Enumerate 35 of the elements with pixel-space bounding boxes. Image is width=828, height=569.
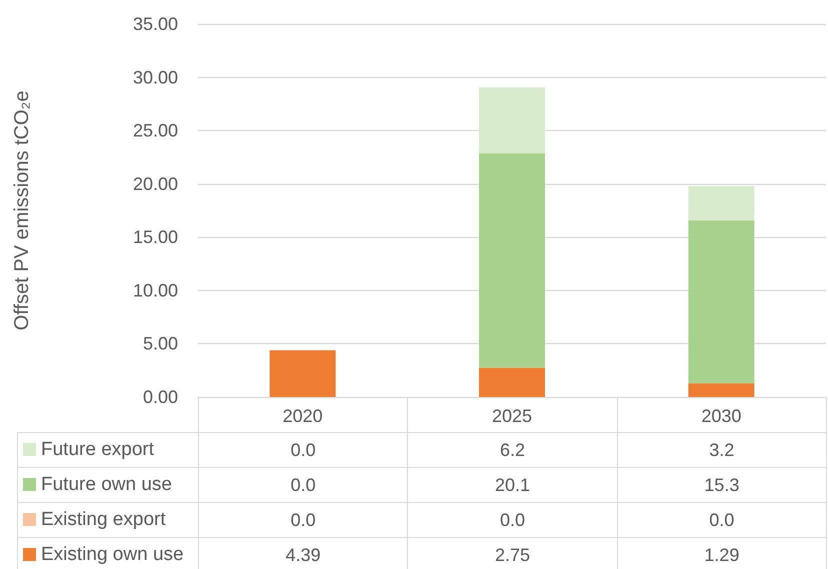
data-label: 20.1 [408, 468, 618, 502]
bar [479, 368, 545, 397]
y-tick-label: 5.00 [142, 334, 178, 354]
data-label: 4.39 [198, 538, 408, 569]
data-label: 0.0 [198, 468, 408, 502]
y-tick-label: 25.00 [132, 120, 178, 141]
x-tick-label: 2020 [282, 406, 323, 426]
data-label: 1.29 [617, 538, 826, 569]
bar [270, 350, 336, 397]
bar [688, 383, 754, 397]
bar [479, 153, 545, 368]
legend-label: Existing own use [41, 544, 184, 565]
data-label: 0.0 [198, 432, 408, 468]
legend-label: Existing export [41, 509, 166, 530]
y-tick-label: 15.00 [132, 227, 178, 248]
bar [688, 220, 754, 384]
data-label: 0.0 [198, 502, 408, 538]
y-tick-label: 10.00 [132, 280, 178, 300]
bar [688, 186, 754, 220]
x-tick-label: 2025 [492, 406, 532, 426]
y-axis-title: Offset PV emissions tCO₂e [11, 90, 33, 330]
data-label: 0.0 [408, 502, 618, 538]
x-tick-label: 2030 [701, 406, 742, 426]
data-label: 2.75 [408, 538, 618, 569]
data-label: 6.2 [408, 432, 618, 468]
data-label: 0.0 [617, 502, 826, 538]
legend-label: Future export [41, 439, 155, 460]
y-tick-label: 0.00 [142, 387, 178, 407]
data-label: 15.3 [617, 468, 826, 502]
y-tick-label: 30.00 [132, 67, 178, 88]
bar [479, 87, 545, 154]
y-tick-label: 35.00 [132, 14, 178, 34]
legend-label: Future own use [41, 474, 172, 495]
data-label: 3.2 [617, 432, 826, 468]
y-tick-label: 20.00 [132, 174, 178, 194]
